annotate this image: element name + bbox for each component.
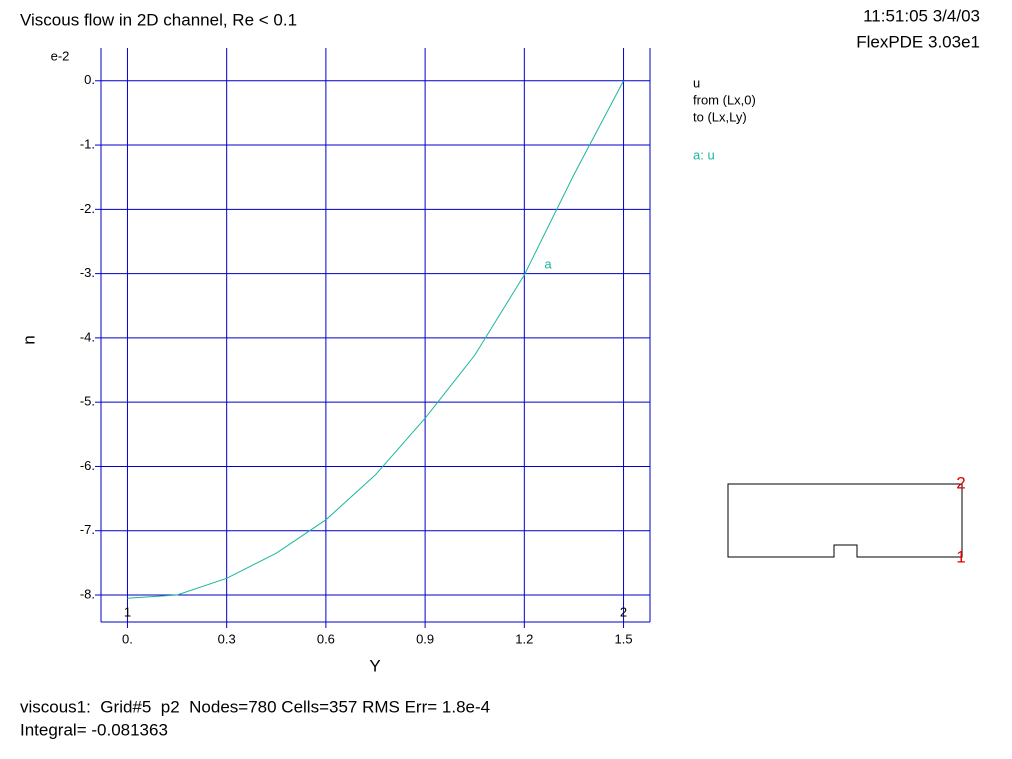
endpoint-label: 1 [124, 604, 131, 619]
domain-outline [727, 483, 963, 558]
y-tick-label: -8. [80, 586, 95, 601]
y-tick-label: -2. [80, 201, 95, 216]
footer: viscous1: Grid#5 p2 Nodes=780 Cells=357 … [20, 697, 490, 716]
legend-title: from (Lx,0) [693, 92, 756, 107]
y-tick-label: -6. [80, 458, 95, 473]
data-line [127, 80, 624, 599]
y-tick-label: -3. [80, 265, 95, 280]
y-multiplier: e-2 [51, 48, 70, 63]
y-tick-label: -7. [80, 522, 95, 537]
curve-tag: a [544, 256, 552, 271]
legend-entry: a: u [693, 147, 715, 162]
legend-title: to (Lx,Ly) [693, 109, 747, 124]
y-tick-label: -5. [80, 394, 95, 409]
endpoint-label: 2 [620, 604, 627, 619]
y-tick-label: -1. [80, 136, 95, 151]
x-tick-label: 0.9 [416, 631, 434, 646]
footer: Integral= -0.081363 [20, 720, 168, 739]
domain-label: 1 [956, 547, 965, 566]
x-tick-label: 1.2 [515, 631, 533, 646]
y-tick-label: 0. [84, 72, 95, 87]
x-tick-label: 1.5 [615, 631, 633, 646]
domain-label: 2 [956, 473, 965, 492]
x-axis-label: Y [369, 656, 380, 675]
y-tick-label: -4. [80, 329, 95, 344]
software: FlexPDE 3.03e1 [856, 32, 980, 51]
timestamp: 11:51:05 3/4/03 [863, 6, 980, 25]
domain-inset: 2 1 [727, 473, 966, 566]
x-tick-label: 0.3 [218, 631, 236, 646]
y-axis-label: u [22, 335, 41, 344]
legend-title: u [693, 75, 700, 90]
x-tick-label: 0. [122, 631, 133, 646]
x-tick-label: 0.6 [317, 631, 335, 646]
chart-title: Viscous flow in 2D channel, Re < 0.1 [20, 10, 297, 29]
